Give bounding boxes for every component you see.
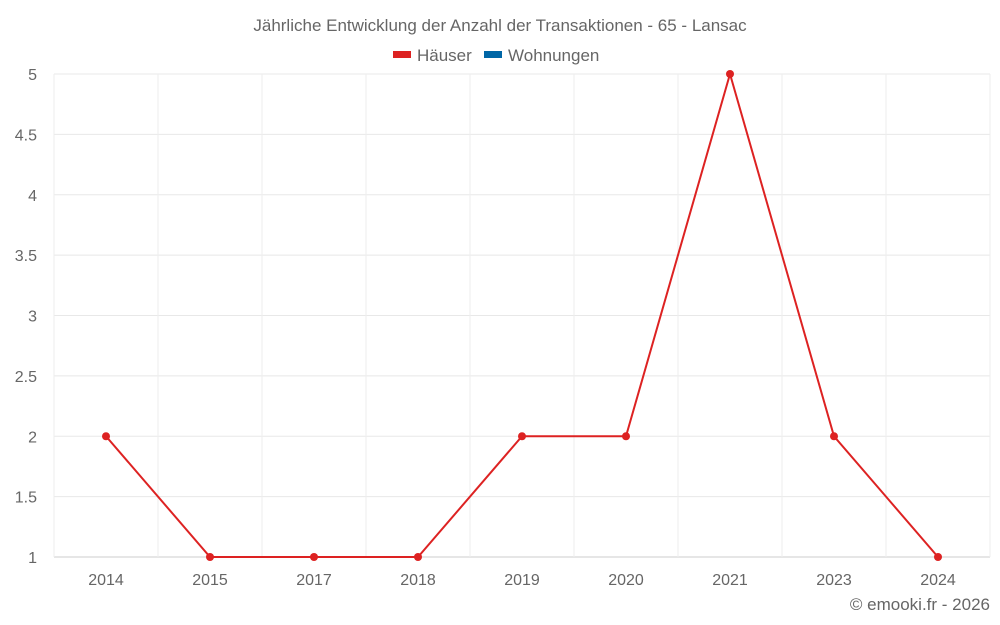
x-tick-label: 2020: [608, 572, 644, 589]
data-point: [414, 553, 422, 561]
y-tick-label: 3: [28, 309, 37, 326]
y-axis: 1 1.5 2 2.5 3 3.5 4 4.5 5: [15, 67, 37, 567]
data-point: [206, 553, 214, 561]
x-tick-label: 2015: [192, 572, 228, 589]
y-tick-label: 4: [28, 188, 37, 205]
x-tick-label: 2017: [296, 572, 332, 589]
legend: Häuser Wohnungen: [393, 46, 599, 65]
y-tick-label: 2.5: [15, 369, 37, 386]
x-tick-label: 2024: [920, 572, 956, 589]
credit: © emooki.fr - 2026: [850, 595, 990, 614]
chart-title: Jährliche Entwicklung der Anzahl der Tra…: [253, 16, 747, 35]
y-tick-label: 3.5: [15, 248, 37, 265]
y-tick-label: 5: [28, 67, 37, 84]
data-point: [830, 432, 838, 441]
legend-swatch-1: [484, 51, 502, 58]
x-tick-label: 2014: [88, 572, 124, 589]
x-tick-label: 2018: [400, 572, 436, 589]
data-point: [102, 432, 110, 441]
legend-swatch-0: [393, 51, 411, 58]
x-tick-label: 2019: [504, 572, 540, 589]
y-tick-label: 2: [28, 429, 37, 446]
legend-label: Häuser: [417, 46, 472, 65]
y-tick-label: 4.5: [15, 127, 37, 144]
data-point: [726, 70, 734, 78]
data-point: [310, 553, 318, 561]
data-point: [518, 432, 526, 441]
series: [102, 70, 942, 561]
x-tick-label: 2021: [712, 572, 748, 589]
grid: [53, 73, 991, 558]
x-tick-label: 2023: [816, 572, 852, 589]
data-point: [934, 553, 942, 561]
x-axis: 2014 2015 2017 2018 2019 2020 2021 2023 2024: [88, 572, 956, 589]
legend-label: Wohnungen: [508, 46, 599, 65]
y-tick-label: 1: [28, 550, 37, 567]
y-tick-label: 1.5: [15, 490, 37, 507]
data-point: [622, 432, 630, 441]
